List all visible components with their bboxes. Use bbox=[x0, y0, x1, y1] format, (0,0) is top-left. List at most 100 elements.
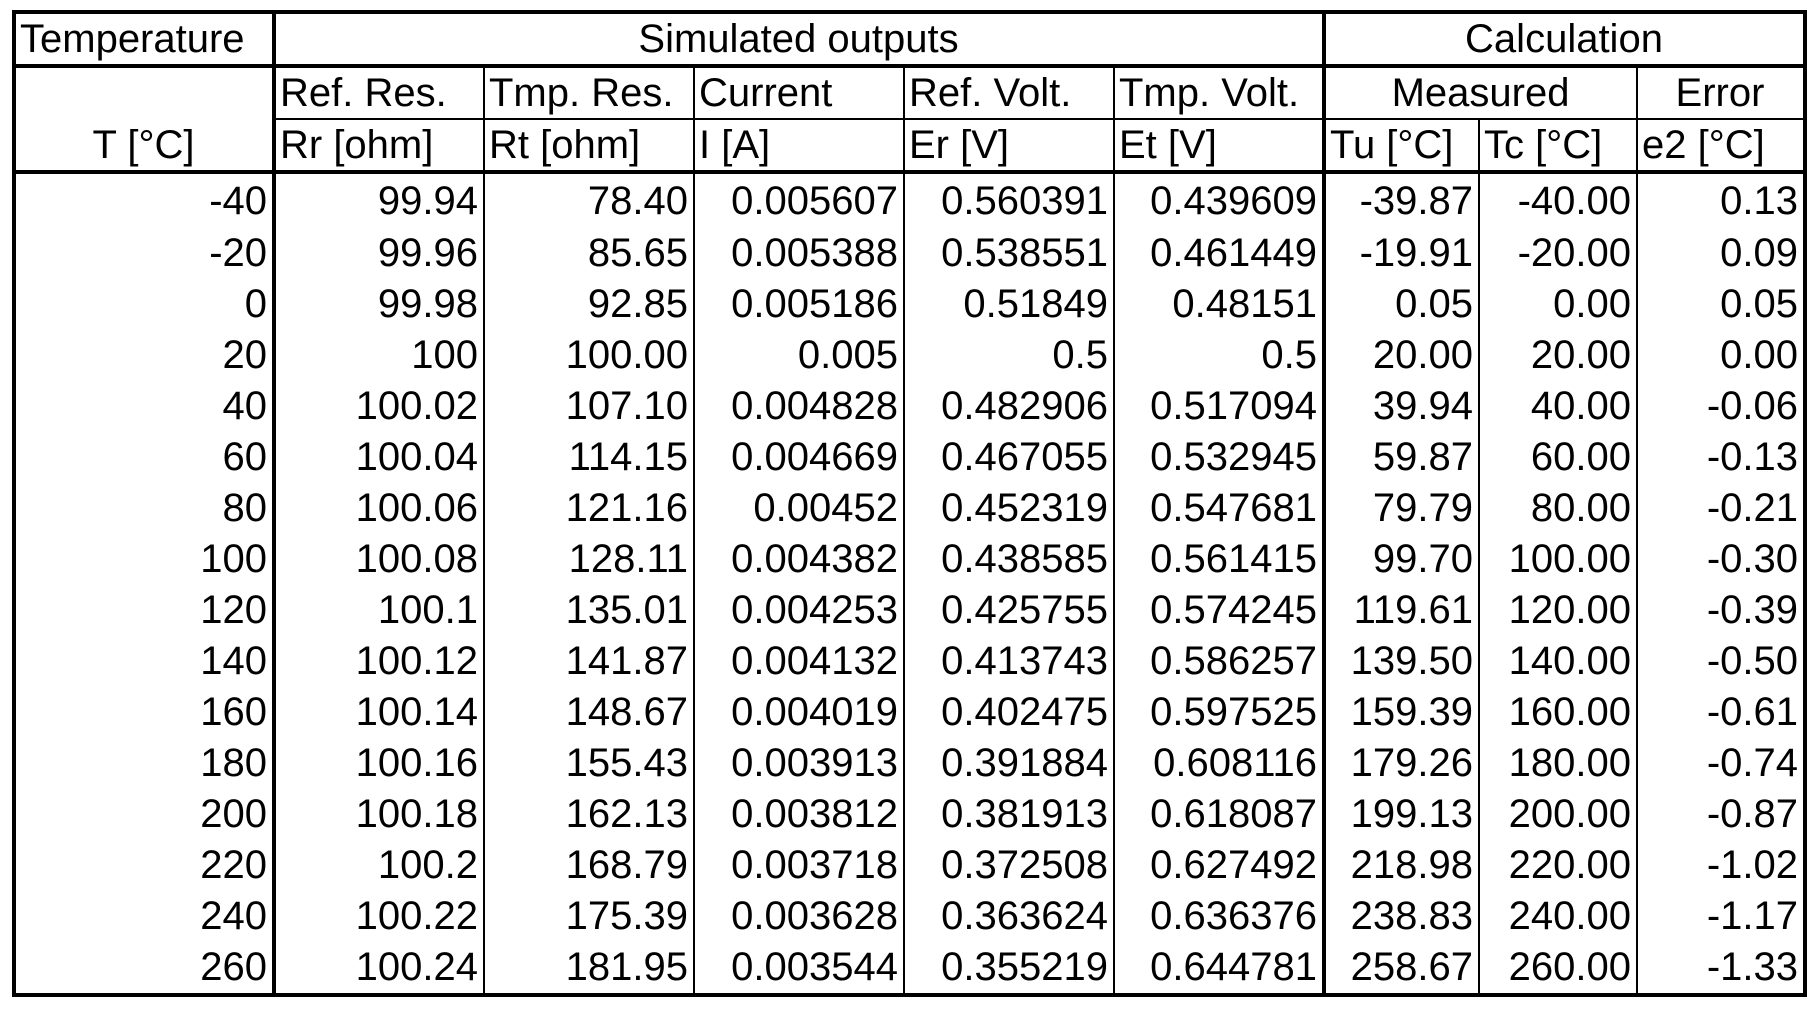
cell-tc: 160.00 bbox=[1479, 687, 1637, 738]
cell-i: 0.004019 bbox=[694, 687, 904, 738]
header-unit-tc: Tc [°C] bbox=[1479, 119, 1637, 172]
cell-i: 0.003913 bbox=[694, 738, 904, 789]
header-unit-et: Et [V] bbox=[1114, 119, 1324, 172]
cell-rt: 114.15 bbox=[484, 432, 694, 483]
cell-rt: 100.00 bbox=[484, 330, 694, 381]
cell-e2: -0.21 bbox=[1637, 483, 1805, 534]
cell-e2: -1.02 bbox=[1637, 840, 1805, 891]
header-tmp-volt: Tmp. Volt. bbox=[1114, 66, 1324, 119]
cell-tu: 139.50 bbox=[1324, 636, 1479, 687]
cell-t: 240 bbox=[14, 891, 274, 942]
cell-tc: 180.00 bbox=[1479, 738, 1637, 789]
cell-rr: 99.94 bbox=[274, 172, 484, 228]
table-row: 100100.08128.110.0043820.4385850.5614159… bbox=[14, 534, 1805, 585]
cell-t: 120 bbox=[14, 585, 274, 636]
cell-rt: 168.79 bbox=[484, 840, 694, 891]
cell-i: 0.003544 bbox=[694, 942, 904, 995]
table-row: 40100.02107.100.0048280.4829060.51709439… bbox=[14, 381, 1805, 432]
cell-e2: 0.05 bbox=[1637, 279, 1805, 330]
cell-e2: 0.09 bbox=[1637, 228, 1805, 279]
cell-rr: 100.2 bbox=[274, 840, 484, 891]
cell-e2: -0.74 bbox=[1637, 738, 1805, 789]
cell-t: 0 bbox=[14, 279, 274, 330]
cell-rt: 141.87 bbox=[484, 636, 694, 687]
table-row: 220100.2168.790.0037180.3725080.62749221… bbox=[14, 840, 1805, 891]
cell-et: 0.636376 bbox=[1114, 891, 1324, 942]
cell-rt: 107.10 bbox=[484, 381, 694, 432]
header-group-row: Temperature Simulated outputs Calculatio… bbox=[14, 12, 1805, 66]
header-temperature: Temperature bbox=[14, 12, 274, 66]
cell-er: 0.51849 bbox=[904, 279, 1114, 330]
header-temperature-blank bbox=[14, 66, 274, 119]
table-row: 099.9892.850.0051860.518490.481510.050.0… bbox=[14, 279, 1805, 330]
cell-et: 0.627492 bbox=[1114, 840, 1324, 891]
cell-tc: -40.00 bbox=[1479, 172, 1637, 228]
cell-t: -20 bbox=[14, 228, 274, 279]
cell-tc: 80.00 bbox=[1479, 483, 1637, 534]
cell-rr: 100.22 bbox=[274, 891, 484, 942]
cell-rt: 128.11 bbox=[484, 534, 694, 585]
cell-e2: -0.87 bbox=[1637, 789, 1805, 840]
header-ref-volt: Ref. Volt. bbox=[904, 66, 1114, 119]
header-unit-rt: Rt [ohm] bbox=[484, 119, 694, 172]
cell-tc: 20.00 bbox=[1479, 330, 1637, 381]
cell-rr: 100.12 bbox=[274, 636, 484, 687]
cell-e2: -0.30 bbox=[1637, 534, 1805, 585]
cell-tu: -19.91 bbox=[1324, 228, 1479, 279]
cell-i: 0.003718 bbox=[694, 840, 904, 891]
cell-er: 0.482906 bbox=[904, 381, 1114, 432]
cell-et: 0.5 bbox=[1114, 330, 1324, 381]
cell-i: 0.00452 bbox=[694, 483, 904, 534]
header-unit-row: T [°C] Rr [ohm] Rt [ohm] I [A] Er [V] Et… bbox=[14, 119, 1805, 172]
table-row: 80100.06121.160.004520.4523190.54768179.… bbox=[14, 483, 1805, 534]
cell-i: 0.005186 bbox=[694, 279, 904, 330]
header-simulated-outputs: Simulated outputs bbox=[274, 12, 1324, 66]
cell-i: 0.004132 bbox=[694, 636, 904, 687]
cell-tu: 99.70 bbox=[1324, 534, 1479, 585]
cell-e2: -1.17 bbox=[1637, 891, 1805, 942]
cell-t: 20 bbox=[14, 330, 274, 381]
cell-i: 0.003628 bbox=[694, 891, 904, 942]
cell-et: 0.517094 bbox=[1114, 381, 1324, 432]
cell-tc: 60.00 bbox=[1479, 432, 1637, 483]
cell-tc: 240.00 bbox=[1479, 891, 1637, 942]
cell-er: 0.425755 bbox=[904, 585, 1114, 636]
cell-i: 0.004382 bbox=[694, 534, 904, 585]
cell-er: 0.363624 bbox=[904, 891, 1114, 942]
table-row: -2099.9685.650.0053880.5385510.461449-19… bbox=[14, 228, 1805, 279]
cell-tc: 260.00 bbox=[1479, 942, 1637, 995]
header-tmp-res: Tmp. Res. bbox=[484, 66, 694, 119]
table-row: 20100100.000.0050.50.520.0020.000.00 bbox=[14, 330, 1805, 381]
cell-e2: -0.50 bbox=[1637, 636, 1805, 687]
cell-tu: 218.98 bbox=[1324, 840, 1479, 891]
cell-t: 180 bbox=[14, 738, 274, 789]
cell-i: 0.003812 bbox=[694, 789, 904, 840]
header-unit-er: Er [V] bbox=[904, 119, 1114, 172]
cell-e2: 0.00 bbox=[1637, 330, 1805, 381]
cell-rr: 100.04 bbox=[274, 432, 484, 483]
cell-et: 0.574245 bbox=[1114, 585, 1324, 636]
cell-tu: 119.61 bbox=[1324, 585, 1479, 636]
cell-i: 0.004669 bbox=[694, 432, 904, 483]
table-row: 240100.22175.390.0036280.3636240.6363762… bbox=[14, 891, 1805, 942]
cell-er: 0.452319 bbox=[904, 483, 1114, 534]
cell-tu: 159.39 bbox=[1324, 687, 1479, 738]
cell-tc: 0.00 bbox=[1479, 279, 1637, 330]
cell-tu: 238.83 bbox=[1324, 891, 1479, 942]
header-unit-t: T [°C] bbox=[14, 119, 274, 172]
cell-er: 0.5 bbox=[904, 330, 1114, 381]
cell-tc: 140.00 bbox=[1479, 636, 1637, 687]
cell-et: 0.618087 bbox=[1114, 789, 1324, 840]
cell-tu: -39.87 bbox=[1324, 172, 1479, 228]
cell-rt: 148.67 bbox=[484, 687, 694, 738]
cell-tc: -20.00 bbox=[1479, 228, 1637, 279]
cell-t: 220 bbox=[14, 840, 274, 891]
table-row: 140100.12141.870.0041320.4137430.5862571… bbox=[14, 636, 1805, 687]
cell-et: 0.561415 bbox=[1114, 534, 1324, 585]
cell-tu: 199.13 bbox=[1324, 789, 1479, 840]
data-table-container: Temperature Simulated outputs Calculatio… bbox=[12, 10, 1807, 997]
cell-rt: 92.85 bbox=[484, 279, 694, 330]
cell-er: 0.538551 bbox=[904, 228, 1114, 279]
cell-rr: 100.06 bbox=[274, 483, 484, 534]
header-unit-rr: Rr [ohm] bbox=[274, 119, 484, 172]
